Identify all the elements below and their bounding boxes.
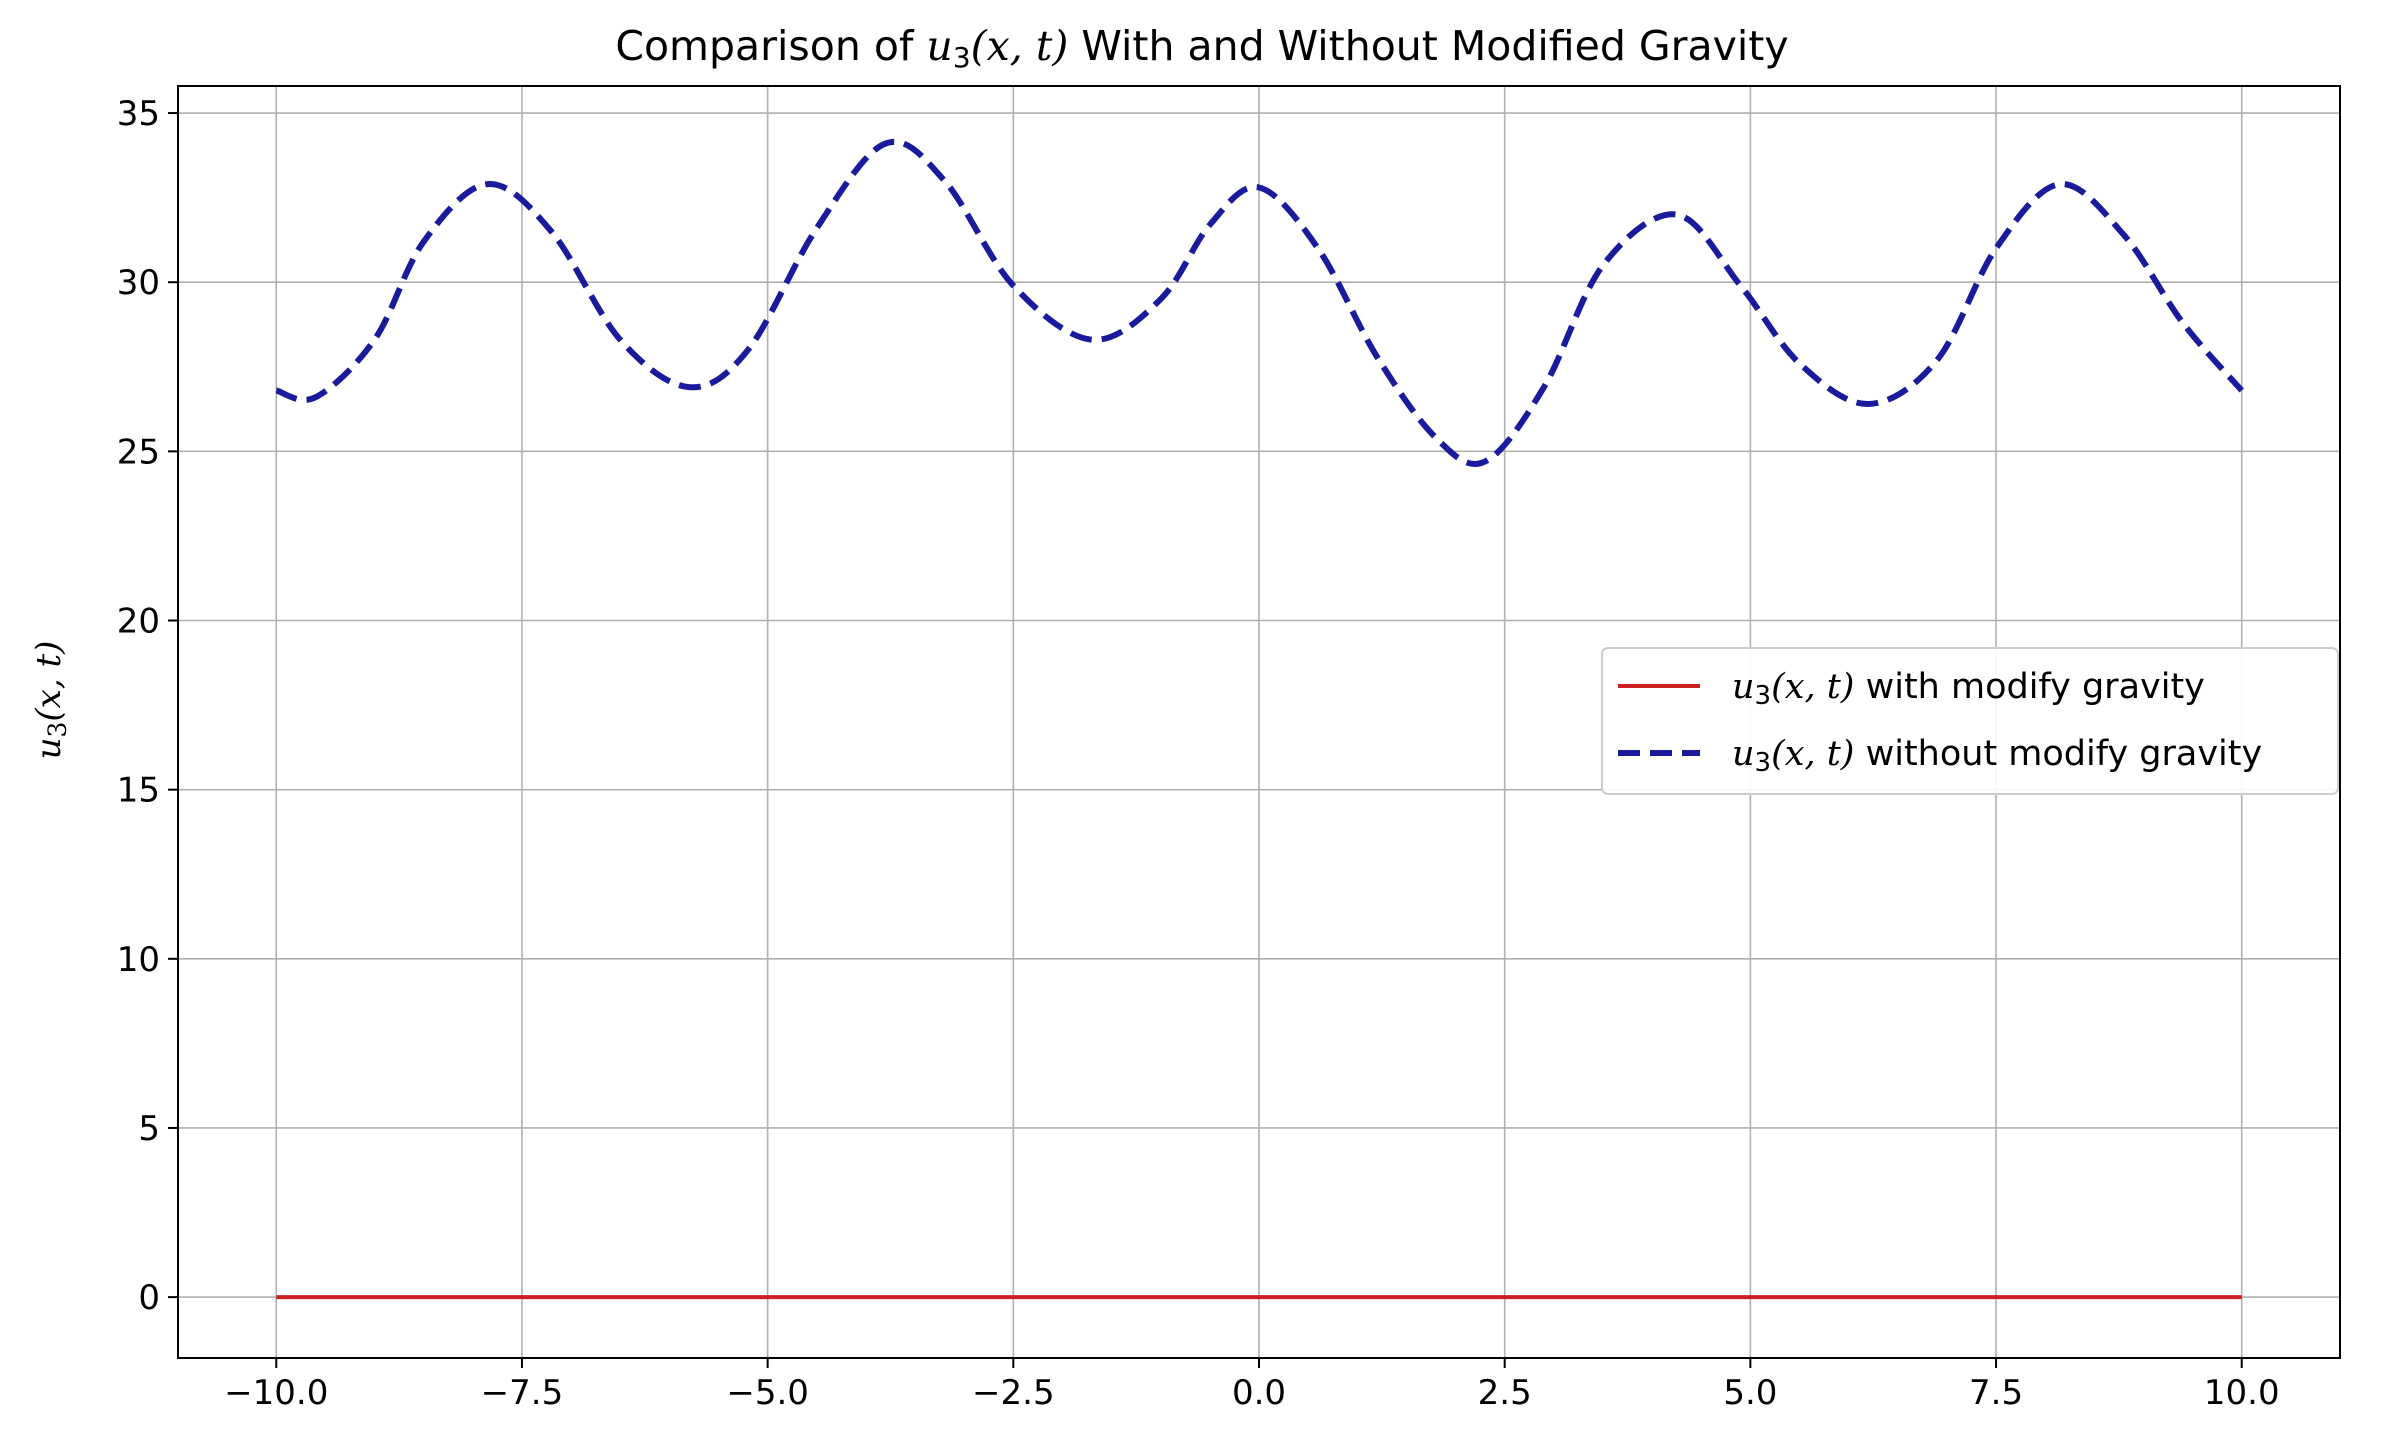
- legend-label-with-gravity: u3(x, t) with modify gravity: [1732, 667, 2205, 711]
- y-tick-label: 10: [117, 940, 160, 980]
- chart-title: Comparison of u3(x, t) With and Without …: [615, 22, 1788, 74]
- x-tick-label: −10.0: [224, 1373, 328, 1413]
- y-tick-label: 0: [138, 1278, 160, 1318]
- y-tick-label: 20: [117, 602, 160, 642]
- x-tick-label: −5.0: [726, 1373, 809, 1413]
- y-tick-label: 5: [138, 1109, 160, 1149]
- y-tick-label: 30: [117, 263, 160, 303]
- x-tick-label: 5.0: [1723, 1373, 1777, 1413]
- series-line-without-gravity: [275, 138, 2244, 467]
- x-tick-label: 2.5: [1478, 1373, 1532, 1413]
- axis-ticks: −10.0 −7.5 −5.0 −2.5 0.0 2.5 5.0 7.5 10.0 0 5 10 15 2…: [117, 94, 2280, 1413]
- x-tick-label: −7.5: [481, 1373, 564, 1413]
- legend-label-without-gravity: u3(x, t) without modify gravity: [1732, 734, 2262, 778]
- x-tick-label: 10.0: [2204, 1373, 2280, 1413]
- y-tick-label: 25: [117, 432, 160, 472]
- y-tick-label: 35: [117, 94, 160, 134]
- legend-box: [1601, 647, 2339, 795]
- y-axis-label: u3(x, t): [29, 641, 72, 760]
- x-tick-label: 0.0: [1232, 1373, 1286, 1413]
- x-tick-label: −2.5: [972, 1373, 1055, 1413]
- legend: u3(x, t) with modify gravity u3(x, t) wi…: [1601, 647, 2339, 795]
- y-tick-label: 15: [117, 771, 160, 811]
- series-layer: [275, 138, 2244, 1300]
- x-tick-label: 7.5: [1969, 1373, 2023, 1413]
